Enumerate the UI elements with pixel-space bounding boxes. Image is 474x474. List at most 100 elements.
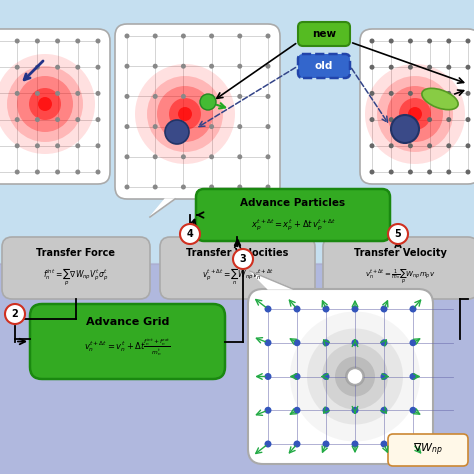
Circle shape — [237, 94, 242, 99]
Text: 2: 2 — [12, 309, 18, 319]
Ellipse shape — [422, 88, 458, 109]
Circle shape — [0, 54, 95, 154]
Circle shape — [209, 94, 214, 99]
Circle shape — [35, 64, 40, 70]
Circle shape — [209, 184, 214, 190]
Circle shape — [410, 407, 417, 414]
Circle shape — [7, 66, 83, 142]
Circle shape — [153, 155, 158, 159]
Circle shape — [465, 91, 471, 96]
Circle shape — [233, 249, 253, 269]
Circle shape — [75, 117, 80, 122]
Circle shape — [447, 170, 451, 174]
Circle shape — [427, 170, 432, 174]
FancyBboxPatch shape — [323, 237, 474, 299]
Text: $\nabla W_{np}$: $\nabla W_{np}$ — [413, 442, 443, 458]
Circle shape — [35, 91, 40, 96]
FancyBboxPatch shape — [388, 434, 468, 466]
Bar — [0, 264, 474, 474]
Circle shape — [169, 98, 201, 130]
Circle shape — [465, 143, 471, 148]
Circle shape — [264, 407, 272, 414]
Circle shape — [165, 120, 189, 144]
Circle shape — [75, 91, 80, 96]
Circle shape — [447, 64, 451, 70]
Circle shape — [408, 143, 413, 148]
Circle shape — [153, 34, 158, 38]
Circle shape — [307, 328, 403, 425]
Circle shape — [147, 76, 223, 152]
Text: $v_n^{t+\Delta t} = \frac{1}{m_n} \sum_p W_{np} m_p v$: $v_n^{t+\Delta t} = \frac{1}{m_n} \sum_p… — [365, 268, 436, 286]
Circle shape — [15, 117, 20, 122]
Circle shape — [399, 98, 431, 130]
Circle shape — [447, 38, 451, 44]
Circle shape — [38, 97, 52, 111]
Circle shape — [370, 64, 374, 70]
Circle shape — [200, 94, 216, 110]
Circle shape — [153, 124, 158, 129]
Circle shape — [95, 38, 100, 44]
Circle shape — [181, 124, 186, 129]
Circle shape — [181, 155, 186, 159]
Circle shape — [293, 339, 301, 346]
Circle shape — [447, 143, 451, 148]
Circle shape — [209, 64, 214, 69]
Circle shape — [389, 64, 394, 70]
Circle shape — [180, 224, 200, 244]
FancyBboxPatch shape — [360, 29, 474, 184]
Circle shape — [389, 170, 394, 174]
Circle shape — [347, 368, 363, 384]
Circle shape — [322, 306, 329, 312]
Circle shape — [5, 304, 25, 324]
Circle shape — [322, 344, 388, 410]
Circle shape — [15, 143, 20, 148]
FancyBboxPatch shape — [160, 237, 315, 299]
Circle shape — [293, 373, 301, 380]
Circle shape — [209, 155, 214, 159]
Circle shape — [322, 373, 329, 380]
Text: 3: 3 — [240, 254, 246, 264]
Circle shape — [370, 117, 374, 122]
Circle shape — [352, 407, 358, 414]
Circle shape — [265, 184, 271, 190]
Text: $f_n^{int} = \sum_p \nabla W_{np} V_p^t \sigma_p^t$: $f_n^{int} = \sum_p \nabla W_{np} V_p^t … — [43, 266, 109, 288]
Circle shape — [153, 94, 158, 99]
Circle shape — [209, 34, 214, 38]
Text: $v_p^{t+\Delta t} = \sum_n W_{np} v_n^{t+\Delta t}$: $v_p^{t+\Delta t} = \sum_n W_{np} v_n^{t… — [201, 266, 273, 287]
Text: Advance Particles: Advance Particles — [240, 198, 346, 208]
Circle shape — [35, 38, 40, 44]
Circle shape — [388, 224, 408, 244]
Circle shape — [237, 64, 242, 69]
Circle shape — [237, 155, 242, 159]
Circle shape — [135, 64, 235, 164]
FancyBboxPatch shape — [2, 237, 150, 299]
Circle shape — [381, 407, 388, 414]
Circle shape — [370, 143, 374, 148]
Circle shape — [209, 124, 214, 129]
Circle shape — [335, 356, 375, 396]
Circle shape — [389, 117, 394, 122]
Circle shape — [352, 339, 358, 346]
Circle shape — [410, 440, 417, 447]
Circle shape — [389, 38, 394, 44]
Circle shape — [345, 366, 365, 386]
Circle shape — [15, 91, 20, 96]
Circle shape — [408, 38, 413, 44]
Circle shape — [465, 64, 471, 70]
Circle shape — [264, 339, 272, 346]
Circle shape — [178, 107, 192, 121]
Circle shape — [237, 124, 242, 129]
Text: 4: 4 — [187, 229, 193, 239]
Circle shape — [237, 34, 242, 38]
Circle shape — [75, 38, 80, 44]
Circle shape — [408, 107, 422, 121]
Circle shape — [381, 440, 388, 447]
Circle shape — [410, 306, 417, 312]
Circle shape — [465, 38, 471, 44]
Circle shape — [15, 64, 20, 70]
Circle shape — [381, 339, 388, 346]
Circle shape — [264, 373, 272, 380]
Text: $v_n^{t+\Delta t} = v_n^t + \Delta t \frac{f_n^{int} + f_n^{ext}}{m_n^t}$: $v_n^{t+\Delta t} = v_n^t + \Delta t \fr… — [84, 336, 171, 358]
Circle shape — [35, 117, 40, 122]
Circle shape — [293, 440, 301, 447]
